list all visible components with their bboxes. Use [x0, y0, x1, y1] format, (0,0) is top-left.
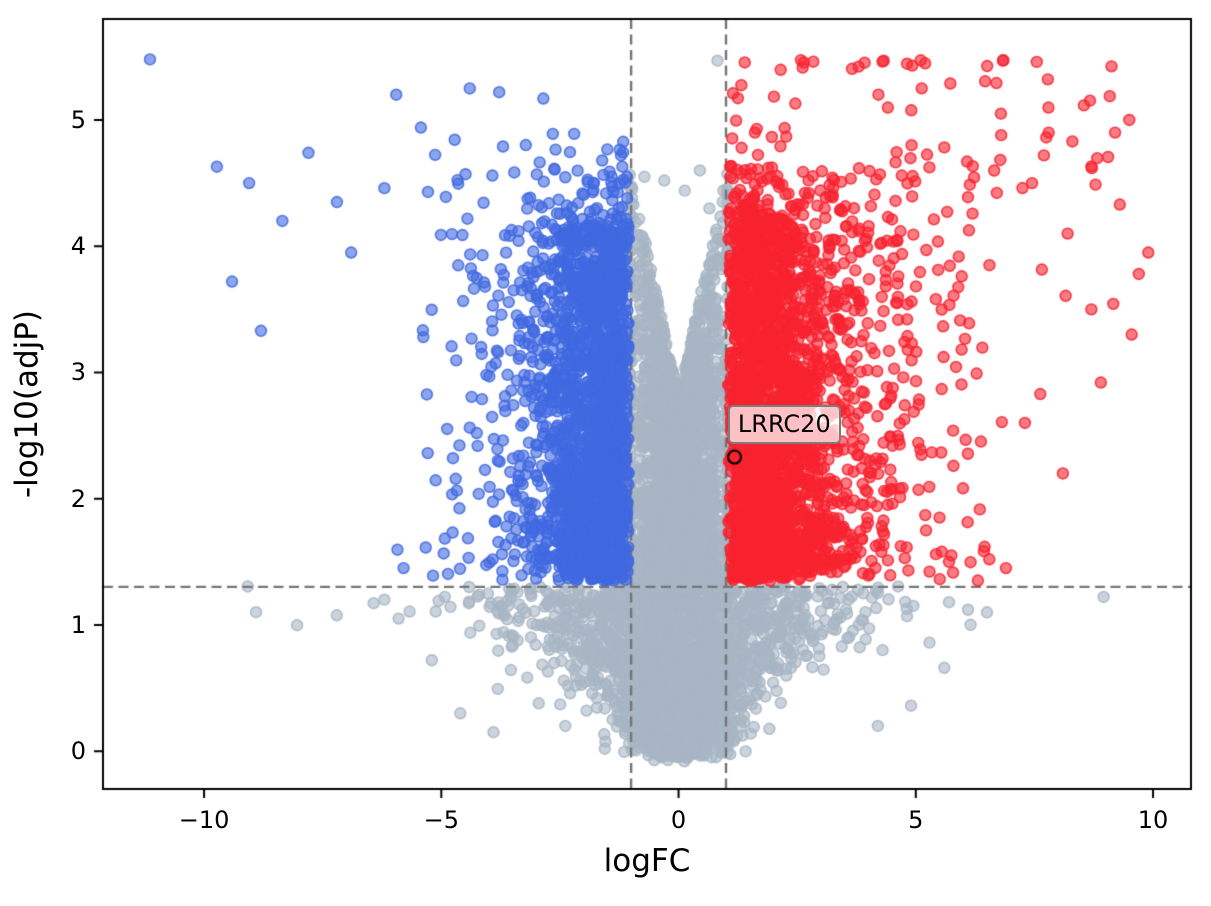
x-tick-label: 10	[1137, 806, 1169, 834]
gene-annotation-label: LRRC20	[727, 405, 841, 445]
x-axis-label: logFC	[603, 843, 691, 879]
y-tick-label: 5	[70, 105, 86, 134]
x-tick-label: 0	[670, 806, 687, 834]
x-tick-label: −10	[178, 806, 230, 834]
y-axis-label: -log10(adjP)	[9, 309, 45, 499]
y-tick-label: 0	[70, 737, 86, 766]
y-tick-label: 3	[70, 358, 86, 387]
x-tick-label: 5	[908, 806, 924, 834]
y-tick-label: 2	[70, 484, 86, 513]
y-tick-label: 1	[70, 610, 86, 639]
y-tick-label: 4	[70, 232, 86, 261]
x-tick-label: −5	[423, 806, 459, 834]
